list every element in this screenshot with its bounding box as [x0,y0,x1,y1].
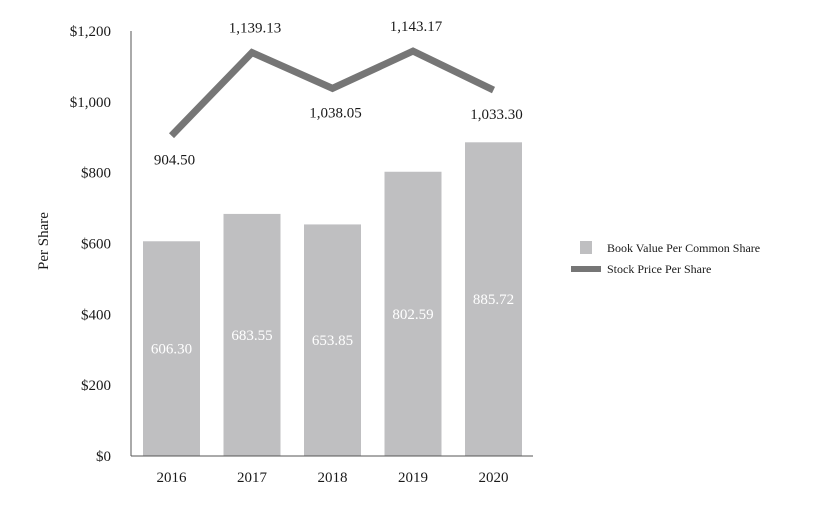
x-tick-label: 2020 [479,470,509,486]
bar-data-label: 802.59 [392,307,433,323]
y-tick-labels: $0 $200 $400 $600 $800 $1,000 $1,200 [70,24,111,465]
bar-2020 [465,142,522,456]
y-tick-label: $1,200 [70,24,111,40]
bar-data-label: 653.85 [312,333,353,349]
axes-layer [130,31,533,457]
y-tick-label: $600 [81,237,111,253]
legend: Book Value Per Common Share Stock Price … [571,241,760,276]
y-tick-label: $1,000 [70,95,111,111]
legend-swatch-book-value [580,241,592,254]
x-tick-label: 2019 [398,470,428,486]
y-tick-label: $200 [81,378,111,394]
bar-data-label: 885.72 [473,292,514,308]
legend-label-stock-price: Stock Price Per Share [607,262,711,276]
bar-data-label: 606.30 [151,342,192,358]
bar-2016 [143,241,200,456]
bar-2017 [223,213,281,456]
bar-2018 [304,224,361,456]
stock-price-line [168,47,496,139]
legend-label-book-value: Book Value Per Common Share [607,241,760,255]
bar-data-labels: 606.30 683.55 653.85 802.59 885.72 [151,292,514,357]
legend-swatch-stock-price [571,266,601,272]
line-data-label: 1,143.17 [390,19,443,35]
line-data-label: 1,033.30 [470,107,523,123]
y-tick-label: $400 [81,307,111,323]
bars-layer [143,142,522,456]
x-tick-labels: 2016 2017 2018 2019 2020 [157,470,509,486]
line-layer [168,47,496,139]
bar-data-label: 683.55 [231,328,272,344]
y-tick-label: $800 [81,166,111,182]
x-tick-label: 2016 [157,470,188,486]
line-data-label: 1,139.13 [229,21,282,37]
line-data-label: 1,038.05 [309,105,362,121]
x-tick-label: 2018 [318,470,348,486]
y-tick-label: $0 [96,449,111,465]
x-tick-label: 2017 [237,470,268,486]
line-data-label: 904.50 [154,153,195,169]
y-axis-title: Per Share [36,212,52,270]
line-data-labels: 904.50 1,139.13 1,038.05 1,143.17 1,033.30 [154,19,523,169]
bar-2019 [384,171,442,456]
